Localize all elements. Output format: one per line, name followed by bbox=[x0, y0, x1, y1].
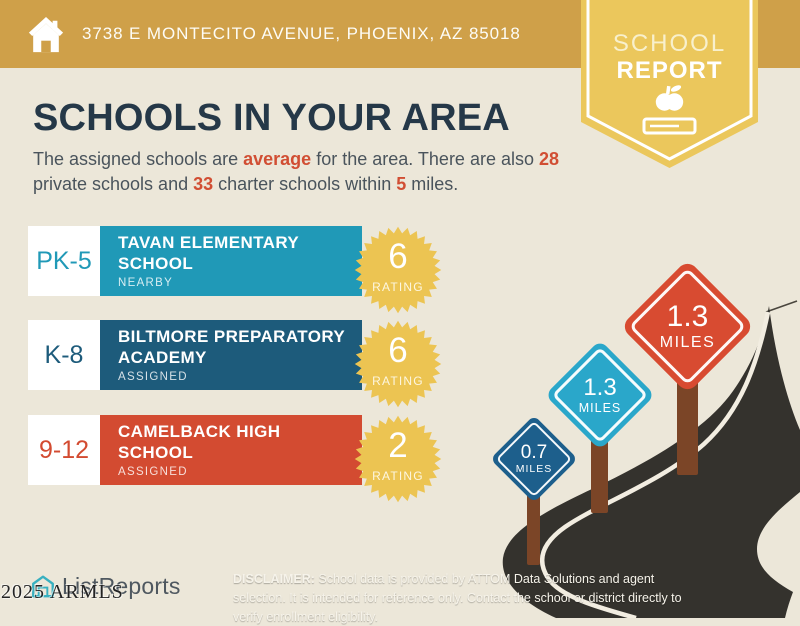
distance-sign-text: 0.7 MILES bbox=[503, 428, 565, 490]
distance-sign-text: 1.3 MILES bbox=[561, 356, 639, 434]
intro-accent-miles: 5 bbox=[396, 173, 407, 194]
grade-range-badge: 9-12 bbox=[28, 415, 100, 485]
school-bar: BILTMORE PREPARATORY ACADEMY ASSIGNED bbox=[100, 320, 362, 390]
distance-unit: MILES bbox=[515, 463, 553, 476]
intro-accent-charter-count: 33 bbox=[193, 173, 214, 194]
distance-unit: MILES bbox=[659, 333, 716, 351]
school-name: CAMELBACK HIGH SCHOOL bbox=[118, 422, 281, 462]
intro-accent-average: average bbox=[243, 149, 312, 169]
school-row-elementary: PK-5 TAVAN ELEMENTARY SCHOOL NEARBY 6 RA… bbox=[28, 226, 442, 314]
school-status: ASSIGNED bbox=[118, 370, 188, 383]
rating-seal: 2 RATING bbox=[352, 413, 444, 505]
starburst-icon bbox=[354, 320, 442, 408]
rating-value: 2 bbox=[388, 426, 408, 465]
page-title: SCHOOLS IN YOUR AREA bbox=[33, 97, 510, 139]
intro-segment: for the area. There are also bbox=[311, 149, 539, 169]
school-bar: CAMELBACK HIGH SCHOOL ASSIGNED bbox=[100, 415, 362, 485]
grade-range-badge: K-8 bbox=[28, 320, 100, 390]
rating-value: 6 bbox=[388, 237, 408, 276]
rating-label: RATING bbox=[372, 469, 424, 483]
intro-segment: charter schools within bbox=[213, 173, 397, 194]
distance-sign-middle: 1.3 MILES bbox=[544, 339, 656, 451]
rating-label: RATING bbox=[372, 280, 424, 294]
rating-value: 6 bbox=[388, 331, 408, 370]
distance-sign-far: 1.3 MILES bbox=[620, 259, 755, 394]
listreports-logo-text: ListReports bbox=[62, 573, 181, 599]
starburst-icon bbox=[354, 415, 442, 503]
intro-accent-private-count: 28 bbox=[538, 149, 560, 169]
distance-value: 0.7 bbox=[520, 441, 548, 463]
school-name: TAVAN ELEMENTARY SCHOOL bbox=[118, 233, 300, 273]
grade-range-badge: PK-5 bbox=[28, 226, 100, 296]
rating-label: RATING bbox=[372, 374, 424, 388]
property-address: 3738 E MONTECITO AVENUE, PHOENIX, AZ 850… bbox=[82, 24, 521, 43]
rating-seal: 6 RATING bbox=[352, 224, 444, 316]
distance-value: 1.3 bbox=[583, 373, 617, 401]
starburst-icon bbox=[354, 226, 442, 314]
listreports-logo: ListReports bbox=[30, 573, 181, 600]
intro-segment: miles. bbox=[406, 173, 459, 194]
intro-paragraph: The assigned schools are average for the… bbox=[33, 147, 581, 197]
distance-unit: MILES bbox=[578, 401, 622, 416]
disclaimer-label: DISCLAIMER: bbox=[233, 572, 315, 586]
listreports-house-icon bbox=[32, 575, 54, 597]
distance-value: 1.3 bbox=[666, 300, 709, 334]
intro-segment: private schools and bbox=[33, 173, 194, 194]
intro-segment: The assigned schools are bbox=[33, 149, 244, 169]
rating-seal: 6 RATING bbox=[352, 318, 444, 410]
school-status: NEARBY bbox=[118, 276, 174, 289]
apple-on-book-icon bbox=[642, 85, 697, 135]
distance-sign-text: 1.3 MILES bbox=[640, 279, 735, 374]
header-bar: 3738 E MONTECITO AVENUE, PHOENIX, AZ 850… bbox=[0, 0, 800, 68]
school-bar: TAVAN ELEMENTARY SCHOOL NEARBY bbox=[100, 226, 362, 296]
school-status: ASSIGNED bbox=[118, 465, 188, 478]
home-icon bbox=[28, 16, 64, 53]
school-name: BILTMORE PREPARATORY ACADEMY bbox=[118, 327, 346, 367]
school-row-middle: K-8 BILTMORE PREPARATORY ACADEMY ASSIGNE… bbox=[28, 320, 442, 408]
armls-watermark: 2025 ARMLS bbox=[1, 581, 124, 603]
school-row-high: 9-12 CAMELBACK HIGH SCHOOL ASSIGNED 2 RA… bbox=[28, 415, 442, 503]
